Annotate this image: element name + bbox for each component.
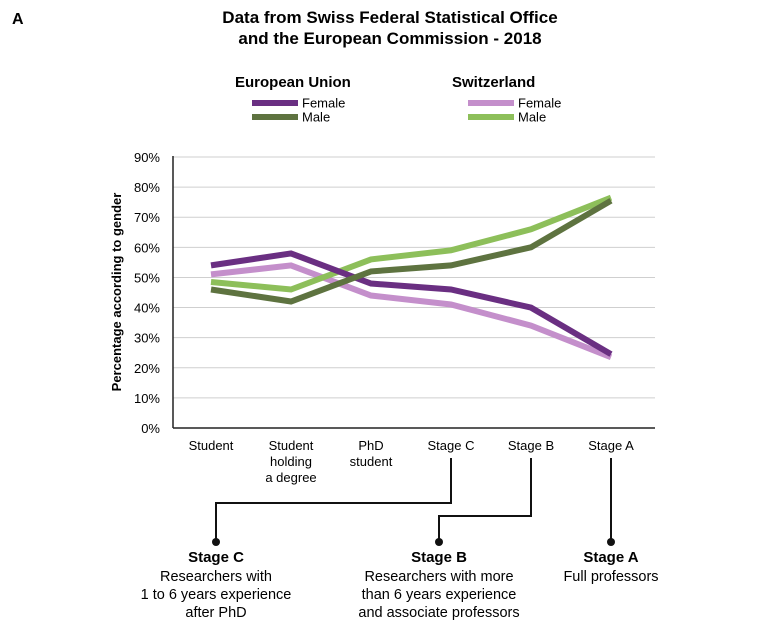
annotation-text: Full professors [563, 569, 658, 585]
y-tick-label: 20% [134, 361, 160, 376]
legend-entry-label: Female [302, 96, 345, 111]
stage-c-connector [215, 458, 452, 542]
connector-dot [212, 538, 220, 546]
annotation-title: Stage A [583, 549, 638, 566]
x-tick-label: Stage C [428, 438, 475, 453]
x-tick-label: student [350, 454, 393, 469]
y-tick-label: 30% [134, 331, 160, 346]
annotation-title: Stage B [411, 549, 467, 566]
y-tick-label: 50% [134, 270, 160, 285]
x-tick-label: Student [189, 438, 234, 453]
connector-dot [607, 538, 615, 546]
series-line [210, 250, 613, 357]
annotation-text: after PhD [185, 605, 246, 621]
y-tick-label: 80% [134, 180, 160, 195]
series-line [210, 194, 613, 293]
legend-group-title: Switzerland [452, 74, 535, 91]
annotation-text: Researchers with more [364, 569, 513, 585]
legend-entry-label: Female [518, 96, 561, 111]
y-tick-label: 90% [134, 150, 160, 165]
x-tick-label: a degree [265, 470, 316, 485]
annotation-text: Researchers with [160, 569, 272, 585]
annotation-title: Stage C [188, 549, 244, 566]
series-line [210, 262, 613, 360]
annotation-text: than 6 years experience [362, 587, 517, 603]
chart-title-line: and the European Commission - 2018 [238, 29, 541, 48]
legend-group-title: European Union [235, 74, 351, 91]
series-line [210, 198, 613, 305]
x-tick-label: holding [270, 454, 312, 469]
stage-b-connector [438, 458, 532, 542]
y-tick-label: 70% [134, 210, 160, 225]
annotation-text: 1 to 6 years experience [141, 587, 292, 603]
connector-dot [435, 538, 443, 546]
x-tick-label: PhD [358, 438, 383, 453]
y-tick-label: 10% [134, 391, 160, 406]
chart-title-line: Data from Swiss Federal Statistical Offi… [222, 8, 557, 27]
y-axis-label: Percentage according to gender [109, 193, 124, 392]
legend-entry-label: Male [518, 110, 546, 125]
x-tick-label: Stage A [588, 438, 634, 453]
y-tick-label: 40% [134, 301, 160, 316]
panel-label: A [12, 11, 24, 28]
legend-entry-label: Male [302, 110, 330, 125]
x-tick-label: Student [269, 438, 314, 453]
annotation-text: and associate professors [358, 605, 519, 621]
y-tick-label: 60% [134, 240, 160, 255]
y-tick-label: 0% [141, 421, 160, 436]
x-tick-label: Stage B [508, 438, 554, 453]
